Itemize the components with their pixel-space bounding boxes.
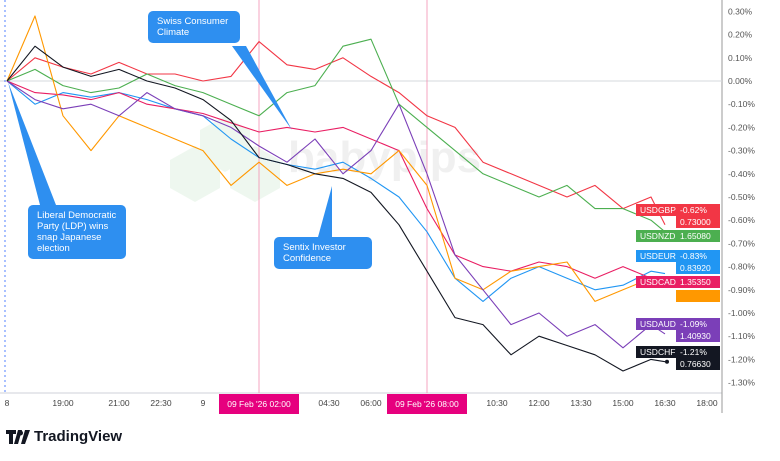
series-name-label: USDCAD <box>636 276 676 288</box>
y-tick-label: -0.70% <box>728 238 755 248</box>
annotation-sentix: Sentix Investor Confidence <box>274 237 372 269</box>
callout-pointer-sentix <box>318 186 332 237</box>
x-tick-label: 9 <box>201 398 206 408</box>
series-line-usdchf <box>6 45 666 372</box>
series-price-label: 1.40930 <box>676 330 720 342</box>
x-tick-label: 06:00 <box>360 398 382 408</box>
series-change-label: -0.83% <box>676 250 720 262</box>
series-name-label: USDNZD <box>636 230 676 242</box>
y-tick-label: -0.80% <box>728 262 755 272</box>
x-tick-label: 21:00 <box>108 398 130 408</box>
series-change-label: -1.21% <box>676 346 720 358</box>
series-price-box-orange <box>676 290 720 302</box>
y-tick-label: -0.30% <box>728 146 755 156</box>
x-tick-label: 8 <box>5 398 10 408</box>
watermark-logo: babypips <box>170 116 481 202</box>
series-line-usdgbp <box>6 41 666 226</box>
brand-name: TradingView <box>34 428 123 445</box>
time-highlight-label: 09 Feb '26 08:00 <box>395 399 459 409</box>
x-tick-label: 12:00 <box>528 398 550 408</box>
y-tick-label: -1.10% <box>728 331 755 341</box>
callout-pointer-swiss <box>232 46 292 130</box>
series-line-usdcad <box>6 80 666 282</box>
x-tick-label: 04:30 <box>318 398 340 408</box>
x-tick-label: 22:30 <box>150 398 172 408</box>
series-line-usdnzd <box>6 38 666 233</box>
x-tick-label: 15:00 <box>612 398 634 408</box>
x-tick-label: 18:00 <box>696 398 718 408</box>
x-tick-label: 16:30 <box>654 398 676 408</box>
y-tick-label: -0.50% <box>728 192 755 202</box>
tradingview-icon <box>6 429 30 444</box>
callout-pointer-ldp <box>8 82 56 205</box>
y-tick-label: -0.90% <box>728 285 755 295</box>
series-price-label: 1.35350 <box>676 276 720 288</box>
annotation-swiss-consumer-climate: Swiss Consumer Climate <box>148 11 240 43</box>
y-tick-label: -0.10% <box>728 99 755 109</box>
series-price-label: 0.73000 <box>676 216 720 228</box>
y-tick-label: -0.40% <box>728 169 755 179</box>
y-tick-label: -1.20% <box>728 354 755 364</box>
x-tick-label: 13:30 <box>570 398 592 408</box>
y-tick-label: -1.30% <box>728 378 755 388</box>
series-change-label: -0.62% <box>676 204 720 216</box>
annotation-ldp: Liberal Democratic Party (LDP) wins snap… <box>28 205 126 259</box>
y-tick-label: 0.10% <box>728 53 753 63</box>
series-name-label: USDEUR <box>636 250 676 262</box>
y-tick-label: 0.20% <box>728 30 753 40</box>
time-highlight-badge <box>219 394 299 414</box>
series-change-label: -1.09% <box>676 318 720 330</box>
y-tick-label: -0.20% <box>728 122 755 132</box>
x-tick-label: 10:30 <box>486 398 508 408</box>
y-tick-label: 0.30% <box>728 6 753 16</box>
series-line-usdaud <box>6 80 666 349</box>
time-highlight-badge <box>387 394 467 414</box>
last-point-dot <box>665 359 669 364</box>
series-name-label: USDAUD <box>636 318 676 330</box>
tradingview-logo[interactable]: TradingView <box>6 428 122 445</box>
series-name-label: USDCHF <box>636 346 676 358</box>
series-name-label: USDGBP <box>636 204 676 216</box>
x-tick-label: 19:00 <box>52 398 74 408</box>
y-tick-label: -1.00% <box>728 308 755 318</box>
series-price-label: 0.83920 <box>676 262 720 274</box>
watermark-text: babypips <box>288 133 481 182</box>
series-price-label: 0.76630 <box>676 358 720 370</box>
y-tick-label: 0.00% <box>728 76 753 86</box>
y-tick-label: -0.60% <box>728 215 755 225</box>
time-highlight-label: 09 Feb '26 02:00 <box>227 399 291 409</box>
series-price-label: 1.65080 <box>676 230 720 242</box>
